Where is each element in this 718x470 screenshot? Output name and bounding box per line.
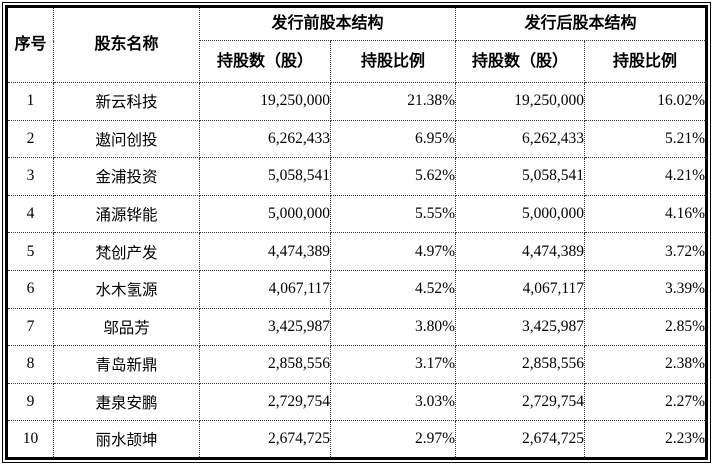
cell-pre-ratio: 21.38% (329, 82, 457, 121)
col-header-post-ratio: 持股比例 (584, 40, 708, 83)
table-header: 序号 股东名称 发行前股本结构 发行后股本结构 持股数（股） 持股比例 持股数（… (6, 6, 708, 83)
cell-pre-shares: 6,262,433 (199, 119, 331, 159)
cell-post-ratio: 3.39% (584, 269, 708, 309)
cell-seq: 2 (6, 119, 54, 159)
cell-post-shares: 2,729,754 (455, 382, 586, 422)
cell-shareholder-name: 疌泉安鹏 (53, 382, 200, 422)
cell-post-shares: 5,000,000 (455, 194, 586, 234)
cell-post-ratio: 3.72% (584, 232, 708, 271)
cell-pre-ratio: 4.97% (329, 232, 457, 271)
cell-seq: 10 (6, 420, 54, 459)
cell-post-shares: 2,674,725 (455, 420, 586, 459)
cell-pre-shares: 2,858,556 (199, 345, 331, 384)
cell-post-shares: 4,474,389 (455, 232, 586, 271)
cell-pre-shares: 4,474,389 (199, 232, 331, 271)
cell-post-ratio: 2.23% (584, 420, 708, 459)
cell-shareholder-name: 新云科技 (53, 82, 200, 121)
table-row: 8 青岛新鼎 2,858,556 3.17% 2,858,556 2.38% (6, 345, 708, 384)
cell-pre-ratio: 3.03% (329, 382, 457, 422)
table-row: 1 新云科技 19,250,000 21.38% 19,250,000 16.02% (6, 82, 708, 121)
cell-pre-ratio: 5.55% (329, 194, 457, 234)
cell-seq: 5 (6, 232, 54, 271)
cell-seq: 1 (6, 82, 54, 121)
col-header-pre-ratio: 持股比例 (329, 40, 457, 83)
cell-post-ratio: 16.02% (584, 82, 708, 121)
table-row: 9 疌泉安鹏 2,729,754 3.03% 2,729,754 2.27% (6, 382, 708, 422)
cell-pre-shares: 3,425,987 (199, 307, 331, 347)
col-header-pre-shares: 持股数（股） (199, 40, 331, 83)
col-header-shareholder-name: 股东名称 (53, 6, 200, 83)
table-body: 1 新云科技 19,250,000 21.38% 19,250,000 16.02% 2 遨问… (6, 82, 708, 459)
cell-shareholder-name: 丽水颉坤 (53, 420, 200, 459)
cell-post-shares: 5,058,541 (455, 157, 586, 196)
cell-post-ratio: 2.27% (584, 382, 708, 422)
cell-pre-shares: 2,729,754 (199, 382, 331, 422)
col-group-post-issue: 发行后股本结构 (455, 6, 708, 41)
cell-seq: 4 (6, 194, 54, 234)
cell-post-shares: 19,250,000 (455, 82, 586, 121)
cell-post-ratio: 2.38% (584, 345, 708, 384)
col-header-seq: 序号 (6, 6, 54, 83)
cell-pre-shares: 5,058,541 (199, 157, 331, 196)
cell-pre-ratio: 6.95% (329, 119, 457, 159)
table-row: 2 遨问创投 6,262,433 6.95% 6,262,433 5.21% (6, 119, 708, 159)
cell-post-ratio: 5.21% (584, 119, 708, 159)
cell-post-ratio: 2.85% (584, 307, 708, 347)
cell-post-shares: 2,858,556 (455, 345, 586, 384)
cell-post-shares: 4,067,117 (455, 269, 586, 309)
table-row: 4 涌源铧能 5,000,000 5.55% 5,000,000 4.16% (6, 194, 708, 234)
cell-shareholder-name: 遨问创投 (53, 119, 200, 159)
shareholder-structure-table: 序号 股东名称 发行前股本结构 发行后股本结构 持股数（股） 持股比例 持股数（… (5, 5, 709, 460)
cell-pre-shares: 2,674,725 (199, 420, 331, 459)
cell-shareholder-name: 水木氢源 (53, 269, 200, 309)
cell-pre-shares: 19,250,000 (199, 82, 331, 121)
table-row: 10 丽水颉坤 2,674,725 2.97% 2,674,725 2.23% (6, 420, 708, 459)
cell-pre-ratio: 4.52% (329, 269, 457, 309)
col-header-post-shares: 持股数（股） (455, 40, 586, 83)
table-row: 6 水木氢源 4,067,117 4.52% 4,067,117 3.39% (6, 269, 708, 309)
header-row-subcolumns: 持股数（股） 持股比例 持股数（股） 持股比例 (7, 40, 708, 83)
cell-pre-ratio: 5.62% (329, 157, 457, 196)
cell-shareholder-name: 邬品芳 (53, 307, 200, 347)
cell-post-ratio: 4.16% (584, 194, 708, 234)
cell-pre-shares: 5,000,000 (199, 194, 331, 234)
cell-seq: 3 (6, 157, 54, 196)
header-row-groups: 序号 股东名称 发行前股本结构 发行后股本结构 (6, 6, 708, 83)
shareholder-structure-table-frame: 序号 股东名称 发行前股本结构 发行后股本结构 持股数（股） 持股比例 持股数（… (2, 2, 711, 463)
cell-post-shares: 6,262,433 (455, 119, 586, 159)
cell-pre-ratio: 3.17% (329, 345, 457, 384)
cell-shareholder-name: 涌源铧能 (53, 194, 200, 234)
cell-seq: 6 (6, 269, 54, 309)
cell-shareholder-name: 金浦投资 (53, 157, 200, 196)
cell-seq: 7 (6, 307, 54, 347)
table-row: 7 邬品芳 3,425,987 3.80% 3,425,987 2.85% (6, 307, 708, 347)
col-group-pre-issue: 发行前股本结构 (198, 6, 457, 41)
cell-pre-ratio: 3.80% (329, 307, 457, 347)
cell-seq: 8 (6, 345, 54, 384)
cell-pre-ratio: 2.97% (329, 420, 457, 459)
cell-pre-shares: 4,067,117 (199, 269, 331, 309)
cell-shareholder-name: 梵创产发 (53, 232, 200, 271)
cell-post-ratio: 4.21% (584, 157, 708, 196)
table-row: 5 梵创产发 4,474,389 4.97% 4,474,389 3.72% (6, 232, 708, 271)
table-row: 3 金浦投资 5,058,541 5.62% 5,058,541 4.21% (6, 157, 708, 196)
cell-post-shares: 3,425,987 (455, 307, 586, 347)
cell-shareholder-name: 青岛新鼎 (53, 345, 200, 384)
cell-seq: 9 (6, 382, 54, 422)
